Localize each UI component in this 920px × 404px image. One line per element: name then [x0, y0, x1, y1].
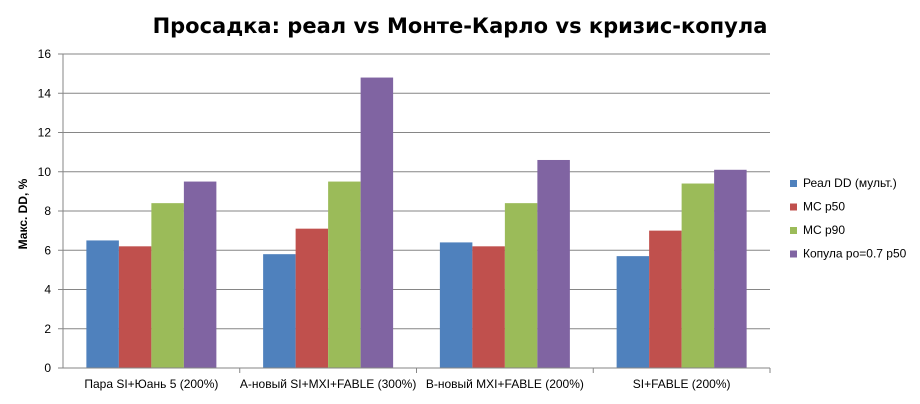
bar-mc-p90-2 — [328, 181, 361, 368]
bar-mc-p90-3 — [504, 203, 538, 368]
bar-копула-ро-0-7-p50-1 — [183, 181, 217, 368]
axes: 0 2 4 6 8 10 12 14 16 Пара SI+Юань 5 (200%) A-новы… — [38, 47, 771, 391]
legend-label-копула-ро-0-7-p50: Копула ро=0.7 p50 — [803, 247, 907, 261]
legend-label-mc-p90: MC p90 — [803, 223, 845, 237]
x-tick-label-2: A-новый SI+MXI+FABLE (300%) — [240, 377, 416, 391]
bar-реал-dd-мульт-1 — [86, 240, 119, 368]
y-tick-label-10: 10 — [38, 165, 52, 179]
bar-копула-ро-0-7-p50-2 — [360, 77, 394, 369]
x-tick-label-1: Пара SI+Юань 5 (200%) — [84, 377, 218, 391]
bar-mc-p90-1 — [151, 203, 184, 368]
bar-mc-p50-4 — [649, 230, 682, 368]
legend-swatch-реал-dd-мульт — [790, 180, 797, 187]
legend-swatch-mc-p50 — [790, 203, 797, 211]
legend: Реал DD (мульт.) MC p50 MC p90 Копула ро=0.… — [790, 176, 907, 261]
bar-реал-dd-мульт-3 — [439, 242, 473, 368]
bar-mc-p50-1 — [118, 246, 152, 368]
legend-label-реал-dd-мульт: Реал DD (мульт.) — [803, 176, 897, 190]
legend-swatch-копула-ро-0-7-p50 — [790, 250, 797, 258]
y-axis-title: Макс. DD, % — [16, 178, 30, 249]
legend-swatch-mc-p90 — [790, 227, 797, 234]
bar-mc-p50-2 — [295, 228, 329, 368]
x-tick-label-4: SI+FABLE (200%) — [633, 377, 731, 391]
bars — [86, 77, 747, 369]
y-tick-label-2: 2 — [44, 322, 51, 336]
bar-копула-ро-0-7-p50-3 — [537, 159, 570, 368]
bar-реал-dd-мульт-4 — [616, 256, 650, 368]
y-tick-label-8: 8 — [44, 204, 51, 218]
y-tick-label-16: 16 — [38, 47, 52, 61]
chart-title: Просадка: реал vs Монте-Карло vs кризис-… — [153, 14, 768, 38]
y-tick-label-6: 6 — [44, 243, 51, 257]
y-tick-label-14: 14 — [38, 86, 52, 100]
bar-копула-ро-0-7-p50-4 — [714, 169, 747, 368]
bar-mc-p90-4 — [681, 183, 715, 368]
bar-mc-p50-3 — [472, 246, 505, 368]
y-tick-label-0: 0 — [44, 361, 51, 375]
legend-label-mc-p50: MC p50 — [803, 200, 845, 214]
y-tick-label-4: 4 — [44, 283, 51, 297]
x-tick-label-3: B-новый MXI+FABLE (200%) — [426, 377, 584, 391]
bar-реал-dd-мульт-2 — [263, 254, 296, 368]
y-tick-label-12: 12 — [38, 126, 52, 140]
